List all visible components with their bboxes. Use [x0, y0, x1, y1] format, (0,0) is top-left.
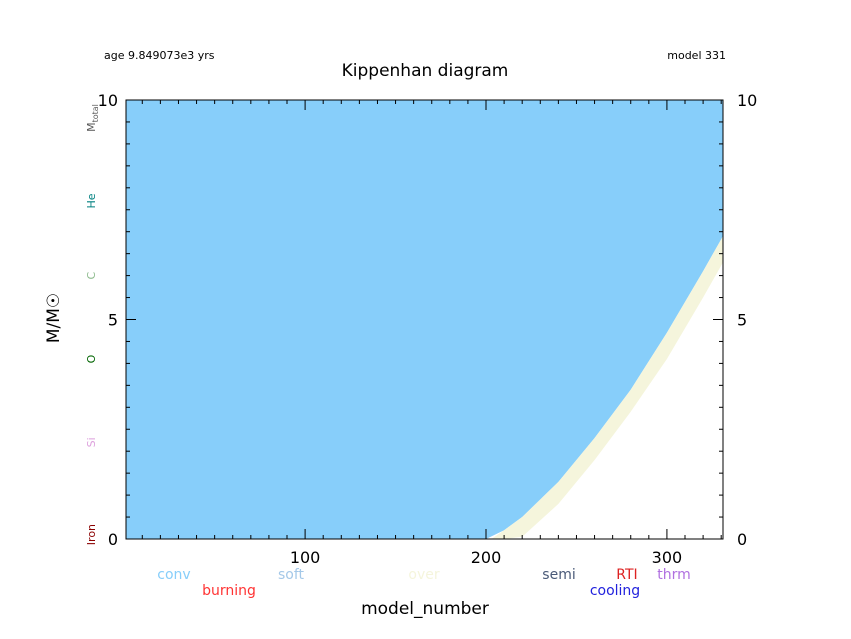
- abundance-label: O: [85, 354, 98, 363]
- abundance-label-sub: total: [91, 104, 100, 122]
- abundance-label-group: Iron: [85, 524, 98, 545]
- plot-frame: [125, 99, 724, 540]
- x-tick-label: 300: [652, 548, 683, 567]
- abundance-label-group: Si: [85, 437, 98, 447]
- abundance-label-group: He: [85, 193, 98, 208]
- y-tick-label-left: 0: [108, 530, 118, 549]
- age-label: age 9.849073e3 yrs: [104, 49, 215, 62]
- series-conv-area: [126, 100, 723, 539]
- y-tick-label-left: 10: [98, 91, 118, 110]
- x-axis-label: model_number: [361, 599, 489, 619]
- abundance-label-group: O: [85, 354, 98, 363]
- legend-entry-burning: burning: [202, 583, 256, 599]
- y-tick-label-right: 0: [737, 530, 747, 549]
- y-axis-label: M/M☉: [44, 293, 64, 343]
- abundance-label: He: [85, 193, 98, 208]
- x-tick-label: 100: [290, 548, 321, 567]
- abundance-labels: Iron Si O C He Mtotal: [85, 104, 100, 545]
- plot-area: [126, 100, 723, 539]
- abundance-label-group: Mtotal: [85, 104, 100, 132]
- x-tick-label: 200: [471, 548, 502, 567]
- abundance-label-group: C: [85, 271, 98, 279]
- legend-entry-soft: soft: [278, 567, 305, 583]
- legend-entry-cooling: cooling: [590, 583, 640, 599]
- abundance-label: Iron: [85, 524, 98, 545]
- y-tick-label-left: 5: [108, 311, 118, 330]
- chart-title: Kippenhan diagram: [342, 61, 509, 81]
- legend-entry-over: over: [408, 567, 439, 583]
- abundance-label: Si: [85, 437, 98, 447]
- legend-entry-conv: conv: [157, 567, 190, 583]
- model-label: model 331: [667, 49, 726, 62]
- legend-entry-thrm: thrm: [657, 567, 691, 583]
- y-tick-label-right: 5: [737, 311, 747, 330]
- legend-entry-semi: semi: [542, 567, 575, 583]
- abundance-label: C: [85, 271, 98, 279]
- abundance-label: Mtotal: [85, 104, 100, 132]
- y-tick-label-right: 10: [737, 91, 757, 110]
- legend-entry-RTI: RTI: [616, 567, 637, 583]
